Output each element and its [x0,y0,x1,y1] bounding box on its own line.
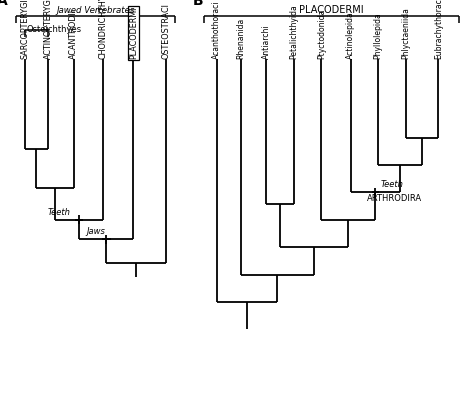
Text: Jaws: Jaws [86,227,105,236]
Text: Actinolepida: Actinolepida [346,12,355,59]
Text: ARTHRODIRA: ARTHRODIRA [367,194,422,204]
Text: PLACODERMI: PLACODERMI [300,5,364,15]
Text: OSTEOSTRACI: OSTEOSTRACI [162,3,171,59]
Text: Petalichthyida: Petalichthyida [290,5,299,59]
Text: Phlyctaeniida: Phlyctaeniida [401,7,410,59]
Text: Ptyctodonida: Ptyctodonida [317,9,326,59]
Text: Osteichthyes: Osteichthyes [27,25,82,34]
Text: CHONDRICHTHYES: CHONDRICHTHYES [98,0,107,59]
Text: A: A [0,0,8,9]
Text: Eubrachythoracida: Eubrachythoracida [434,0,443,59]
Text: Antiarchi: Antiarchi [262,25,271,59]
Text: B: B [193,0,204,9]
Text: Teeth: Teeth [48,208,71,217]
Text: SARCOPTERYGII: SARCOPTERYGII [20,0,29,59]
Text: PLACODERMI: PLACODERMI [129,7,138,59]
Text: Rhenanida: Rhenanida [236,18,245,59]
Text: Acanthothoraci: Acanthothoraci [212,1,221,59]
Text: ACANTHODII: ACANTHODII [69,9,78,59]
Text: Jawed Vertebrates: Jawed Vertebrates [56,6,135,15]
Text: Teeth: Teeth [381,180,403,189]
Text: Phyllolepida: Phyllolepida [374,13,383,59]
Text: ACTINOPTERYGII: ACTINOPTERYGII [44,0,53,59]
